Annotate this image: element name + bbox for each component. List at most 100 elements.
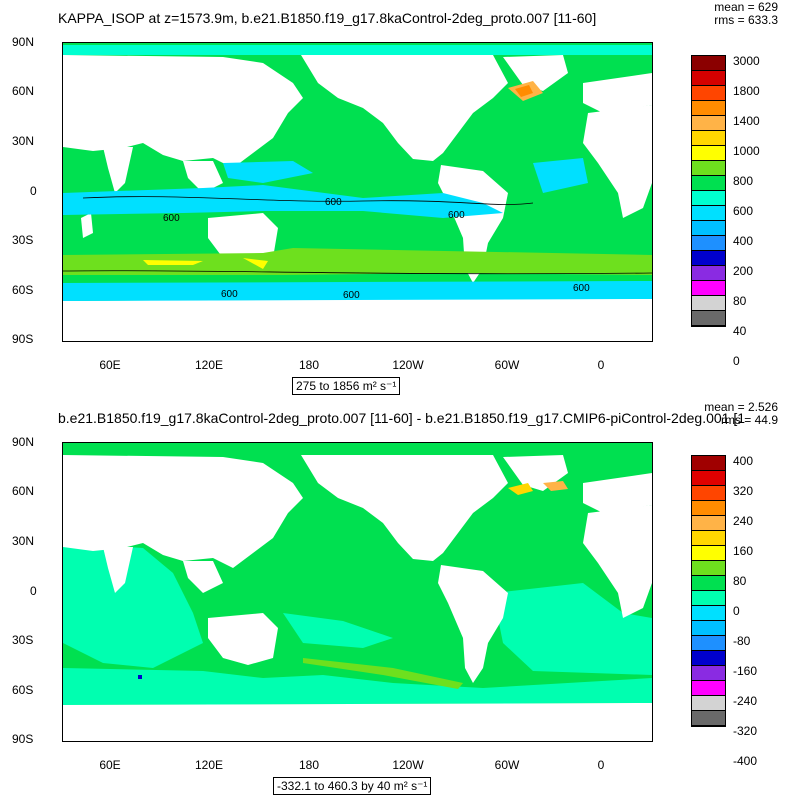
colorbar-swatch (692, 666, 725, 681)
colorbar-swatch (692, 591, 725, 606)
acc-band (63, 248, 652, 275)
colorbar-swatch (692, 131, 725, 146)
land-greenland (503, 55, 568, 91)
stats-box: mean = 2.526 rms = 44.9 (704, 401, 778, 427)
colorbar-label: -160 (733, 664, 758, 678)
lat-label: 90S (12, 332, 34, 346)
colorbar-swatch (692, 146, 725, 161)
colorbar-swatch (692, 456, 725, 471)
lon-label: 180 (298, 358, 320, 372)
colorbar-swatch (692, 501, 725, 516)
stats-box: mean = 629 rms = 633.3 (714, 1, 778, 27)
colorbar-swatch (692, 221, 725, 236)
colorbar-swatch (692, 696, 725, 711)
npac-cyan (223, 161, 313, 183)
colorbar-swatch (692, 651, 725, 666)
colorbar-swatch (692, 636, 725, 651)
lon-label: 120E (194, 758, 224, 772)
colorbar-label: 240 (733, 514, 754, 528)
colorbar-swatch (692, 236, 725, 251)
map-svg: 600 600 600 600 600 600 (63, 43, 652, 341)
land-africa (583, 505, 652, 618)
map-frame (62, 442, 653, 742)
colorbar-label: 0 (733, 354, 740, 368)
colorbar-swatch (692, 266, 725, 281)
lat-label: 90N (12, 435, 35, 449)
contour-line (63, 270, 652, 275)
lat-label: 60N (12, 84, 35, 98)
land-namerica (301, 55, 508, 161)
colorbar-label: -400 (733, 754, 758, 768)
colorbar-label: 0 (733, 604, 740, 618)
land-samerica (438, 165, 508, 283)
colorbar-swatch (692, 711, 725, 726)
panel-title: KAPPA_ISOP at z=1573.9m, b.e21.B1850.f19… (58, 10, 597, 26)
colorbar-swatch (692, 561, 725, 576)
acc-yellow (143, 258, 268, 269)
colorbar-label: 160 (733, 544, 754, 558)
land-europe (583, 473, 652, 513)
colorbar-swatch (692, 546, 725, 561)
lat-label: 0 (30, 184, 37, 198)
land-greenland (503, 455, 568, 491)
lon-label: 60E (99, 758, 121, 772)
lat-label: 0 (30, 584, 37, 598)
colorbar-swatch (692, 116, 725, 131)
lat-label: 30N (12, 534, 35, 548)
eq-cyan-patch (63, 185, 503, 218)
land-antarctica (63, 703, 652, 741)
stat-rms: rms = 633.3 (714, 13, 778, 27)
contour-label: 600 (325, 197, 342, 208)
colorbar-swatch (692, 281, 725, 296)
sa-cyan (493, 583, 652, 675)
colorbar-swatch (692, 101, 725, 116)
south-cyan-band (63, 281, 652, 301)
colorbar-label: 40 (733, 324, 747, 338)
lat-label: 60S (12, 683, 34, 697)
colorbar-swatch (692, 681, 725, 696)
colorbar-label: -320 (733, 724, 758, 738)
colorbar-label: 200 (733, 264, 754, 278)
land-seasia (183, 161, 223, 193)
stat-rms: rms = 44.9 (720, 413, 778, 427)
lat-label: 30N (12, 134, 35, 148)
colorbar-label: 400 (733, 454, 754, 468)
contour-label: 600 (221, 289, 238, 300)
lon-label: 120W (392, 758, 424, 772)
range-label: -332.1 to 460.3 by 40 m² s⁻¹ (273, 777, 432, 795)
contour-label: 600 (573, 283, 590, 294)
lat-label: 90S (12, 732, 34, 746)
colorbar-label: 1000 (733, 144, 760, 158)
land-australia (208, 213, 278, 265)
colorbar-label: 400 (733, 234, 754, 248)
land-asia (63, 55, 303, 168)
land-europe (583, 73, 652, 113)
contour-label: 600 (448, 210, 465, 221)
land-seasia (183, 561, 223, 593)
lon-label: 120W (392, 358, 424, 372)
land-australia (208, 613, 278, 665)
land-india (103, 547, 133, 593)
natl-hot-2 (543, 481, 568, 491)
panel-top: KAPPA_ISOP at z=1573.9m, b.e21.B1850.f19… (12, 1, 778, 395)
colorbar-label: 320 (733, 484, 754, 498)
colorbar-swatch (692, 251, 725, 266)
colorbar-label: -240 (733, 694, 758, 708)
colorbar-swatch (692, 176, 725, 191)
natl-hot-core (515, 85, 533, 97)
blue-speck (138, 675, 142, 679)
range-label: 275 to 1856 m² s⁻¹ (292, 377, 401, 395)
colorbar-label: 1800 (733, 84, 760, 98)
map-frame: 600 600 600 600 600 600 (62, 42, 653, 342)
lat-label: 60N (12, 484, 35, 498)
colorbar-swatch (692, 486, 725, 501)
land-africa (583, 105, 652, 218)
colorbar-swatch (692, 56, 725, 71)
colorbar-swatch (692, 71, 725, 86)
colorbar-label: 80 (733, 574, 747, 588)
natl-hot (508, 483, 533, 495)
map-svg (63, 443, 652, 741)
land-madagascar (81, 213, 93, 238)
lon-label: 0 (597, 758, 605, 772)
colorbar (691, 455, 726, 727)
